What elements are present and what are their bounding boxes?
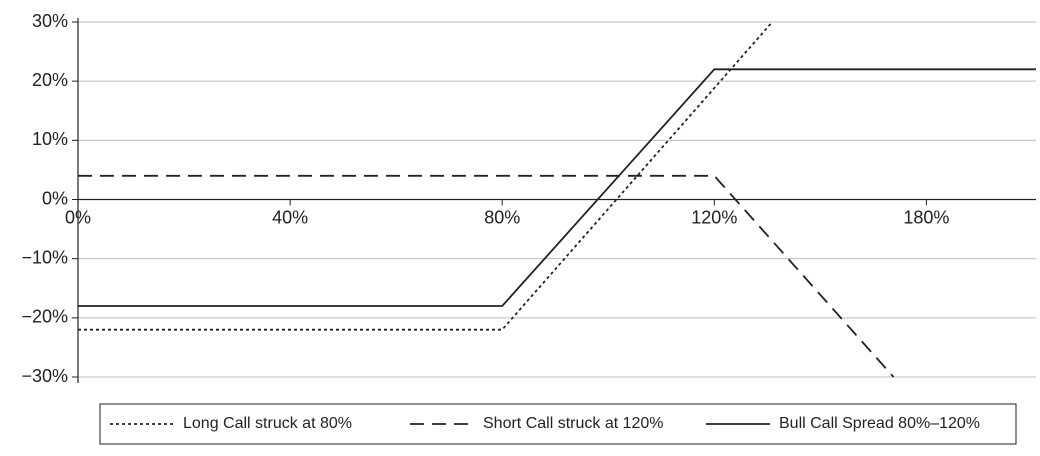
- series-line: [78, 21, 773, 331]
- legend-label: Long Call struck at 80%: [183, 415, 352, 432]
- x-tick-label: 120%: [691, 207, 737, 227]
- x-tick-label: 180%: [903, 207, 949, 227]
- y-tick-label: −10%: [21, 247, 68, 267]
- x-tick-label: 0%: [65, 207, 91, 227]
- y-tick-label: 20%: [32, 70, 68, 90]
- y-tick-label: 0%: [42, 188, 68, 208]
- legend-label: Bull Call Spread 80%–120%: [779, 415, 980, 432]
- x-tick-label: 40%: [272, 207, 308, 227]
- y-tick-label: −20%: [21, 307, 68, 327]
- series-line: [78, 68, 1036, 307]
- y-tick-label: 10%: [32, 129, 68, 149]
- x-tick-label: 80%: [484, 207, 520, 227]
- legend-box: [99, 403, 1017, 445]
- y-tick-label: −30%: [21, 366, 68, 386]
- y-tick-label: 30%: [32, 11, 68, 31]
- series-line: [78, 174, 895, 378]
- legend-label: Short Call struck at 120%: [483, 415, 664, 432]
